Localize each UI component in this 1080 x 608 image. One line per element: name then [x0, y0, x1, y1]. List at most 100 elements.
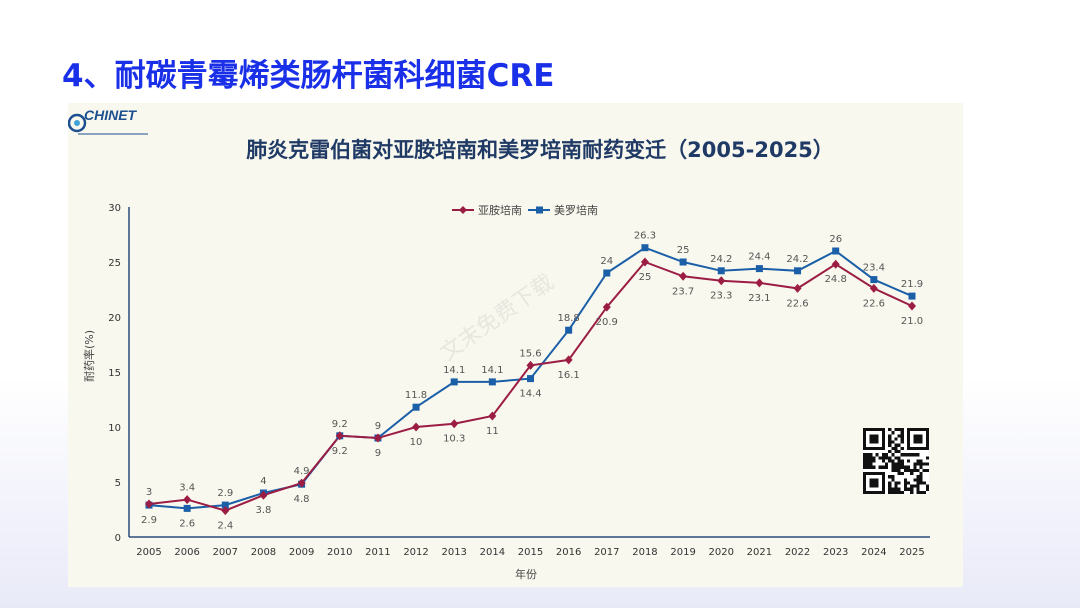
data-label: 24.4 [748, 252, 770, 263]
data-point [717, 276, 726, 286]
data-label: 24.2 [710, 254, 732, 265]
x-tick-label: 2022 [785, 547, 810, 558]
data-label: 11 [486, 426, 499, 437]
data-point [793, 283, 802, 293]
chart-title: 肺炎克雷伯菌对亚胺培南和美罗培南耐药变迁（2005-2025） [246, 138, 834, 162]
chinet-logo [68, 113, 148, 135]
data-label: 26.3 [634, 231, 656, 242]
legend-label: 美罗培南 [554, 203, 598, 217]
data-label: 14.1 [481, 365, 503, 376]
data-label: 15.6 [519, 348, 541, 359]
y-tick-label: 5 [115, 478, 121, 489]
data-point [870, 276, 878, 284]
x-tick-label: 2021 [747, 547, 772, 558]
data-point [373, 433, 382, 443]
legend-marker [459, 206, 467, 214]
data-label: 21.9 [901, 279, 923, 290]
data-point [565, 326, 573, 334]
data-label: 24.2 [786, 254, 808, 265]
data-point [755, 265, 763, 273]
x-tick-label: 2019 [670, 547, 695, 558]
x-tick-label: 2006 [174, 547, 199, 558]
data-label: 14.1 [443, 365, 465, 376]
y-axis-title: 耐药率(%) [82, 330, 96, 382]
data-label: 23.3 [710, 291, 732, 302]
x-tick-label: 2009 [289, 547, 314, 558]
data-point [450, 419, 459, 429]
data-label: 2.9 [141, 515, 157, 526]
data-point [259, 490, 268, 500]
legend-marker [536, 206, 543, 214]
data-label: 24.8 [825, 274, 847, 285]
x-tick-label: 2020 [709, 547, 734, 558]
data-label: 9.2 [332, 419, 348, 430]
data-label: 4.8 [294, 494, 310, 505]
data-label: 25 [677, 245, 690, 256]
data-point [908, 301, 916, 311]
y-tick-label: 25 [108, 258, 121, 269]
data-point [221, 506, 230, 516]
data-label: 3.4 [179, 483, 195, 494]
slide-title: 4、耐碳青霉烯类肠杆菌科细菌CRE [62, 58, 555, 94]
data-label: 23.4 [863, 263, 885, 274]
x-tick-label: 2005 [136, 547, 161, 558]
data-point [335, 431, 344, 441]
data-point [831, 259, 840, 269]
data-label: 24 [600, 256, 613, 267]
data-point [602, 302, 611, 312]
data-label: 21.0 [901, 316, 923, 327]
x-tick-label: 2014 [480, 547, 505, 558]
data-point [832, 247, 840, 255]
data-point [679, 271, 688, 281]
data-point [908, 292, 916, 300]
x-tick-label: 2017 [594, 547, 619, 558]
data-point [183, 495, 192, 505]
legend-label: 亚胺培南 [478, 203, 522, 217]
data-label: 2.9 [217, 488, 233, 499]
data-point [526, 360, 535, 370]
data-point [564, 355, 573, 365]
qr-code-icon [863, 428, 929, 494]
data-label: 4.9 [294, 466, 310, 477]
data-point [221, 501, 229, 509]
data-label: 26 [829, 234, 842, 245]
data-point [717, 267, 725, 275]
data-label: 9.2 [332, 446, 348, 457]
data-label: 10.3 [443, 434, 465, 445]
data-label: 3 [146, 487, 152, 498]
data-label: 20.9 [596, 317, 618, 328]
data-label: 22.6 [863, 298, 885, 309]
data-point [527, 375, 534, 383]
y-tick-label: 30 [108, 203, 121, 214]
x-tick-label: 2010 [327, 547, 352, 558]
data-point [640, 257, 649, 267]
y-tick-label: 10 [108, 423, 121, 434]
data-point [450, 378, 458, 386]
data-label: 9 [375, 421, 381, 432]
data-point [297, 478, 306, 488]
data-label: 16.1 [558, 370, 580, 381]
y-tick-label: 0 [115, 533, 121, 544]
x-axis-title: 年份 [515, 567, 537, 581]
data-label: 2.6 [179, 518, 195, 529]
data-point [145, 499, 153, 509]
x-tick-label: 2012 [403, 547, 428, 558]
x-tick-label: 2016 [556, 547, 581, 558]
data-point [412, 422, 421, 432]
data-label: 23.7 [672, 286, 694, 297]
data-point [488, 378, 496, 386]
data-point [412, 403, 420, 411]
data-point [488, 411, 497, 421]
logo-text: CHINET [84, 107, 137, 123]
data-label: 18.8 [558, 313, 580, 324]
data-label: 25 [639, 272, 652, 283]
y-tick-label: 15 [108, 368, 121, 379]
y-tick-label: 20 [108, 313, 121, 324]
x-tick-label: 2025 [899, 547, 924, 558]
x-tick-label: 2013 [441, 547, 466, 558]
data-point [603, 269, 611, 277]
x-tick-label: 2011 [365, 547, 390, 558]
data-label: 23.1 [748, 293, 770, 304]
data-point [183, 504, 191, 512]
